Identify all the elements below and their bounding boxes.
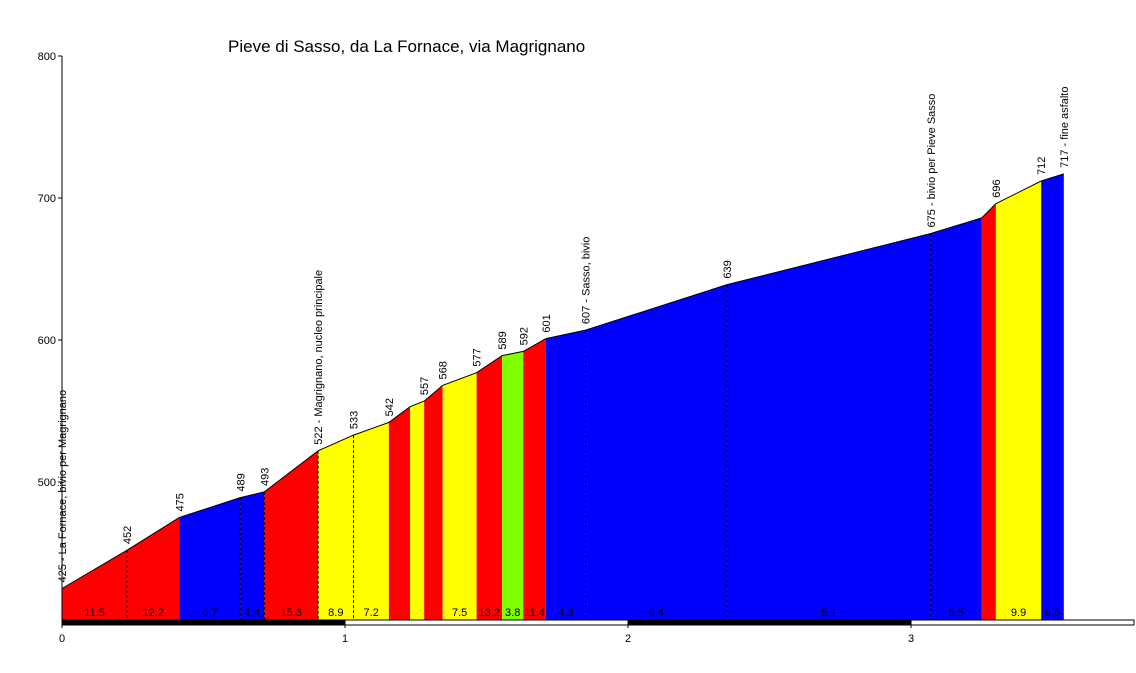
segment-label-20: 6.6 xyxy=(1045,607,1060,619)
segment-label-6: 7.2 xyxy=(364,607,379,619)
segment-label-2: 6.7 xyxy=(202,607,217,619)
profile-segment-11 xyxy=(476,355,503,624)
axes: 500 600 700 800 0 1 2 3 xyxy=(38,51,1135,645)
point-label-14: 607 - Sasso, bivio xyxy=(581,237,593,324)
profile-segment-2 xyxy=(179,497,241,624)
point-label-18: 712 xyxy=(1036,157,1048,175)
point-label-17: 696 xyxy=(991,179,1003,197)
point-label-15: 639 xyxy=(722,260,734,278)
profile-segment-9 xyxy=(424,385,443,624)
point-label-19: 717 - fine asfalto xyxy=(1059,87,1071,168)
segment-label-3: 4.4 xyxy=(245,607,260,619)
point-label-11: 589 xyxy=(497,331,509,349)
profile-segment-19 xyxy=(995,181,1042,624)
profile-segment-16 xyxy=(727,233,931,624)
profile-segment-6 xyxy=(353,422,389,624)
point-label-4: 493 xyxy=(259,468,271,486)
profile-outline xyxy=(61,173,1064,589)
x-scale-bar-3 xyxy=(910,619,1135,626)
profile-segment-7 xyxy=(388,406,411,624)
point-label-3: 489 xyxy=(235,473,247,491)
point-label-12: 592 xyxy=(518,327,530,345)
x-scale-bar-2 xyxy=(627,619,912,626)
segment-label-10: 7.5 xyxy=(452,607,467,619)
point-labels: 425 - La Fornace, bivio per Magrignano 45… xyxy=(57,87,1071,583)
point-label-8: 557 xyxy=(419,377,431,395)
x-tick-label-2: 2 xyxy=(625,633,631,645)
profile-segment-4 xyxy=(264,450,319,624)
y-tick-label-3: 800 xyxy=(38,51,56,63)
y-tick-label-0: 500 xyxy=(38,477,56,489)
point-label-13: 601 xyxy=(541,314,553,332)
segment-gradient-labels: 11.5 12.2 6.7 4.4 15.3 8.9 7.2 7.5 13.2 3.8 11.4 4.… xyxy=(84,607,1060,619)
profile-segment-5 xyxy=(318,435,354,624)
segment-label-1: 12.2 xyxy=(143,607,164,619)
profile-segment-8 xyxy=(410,401,425,624)
segment-label-15: 6.4 xyxy=(649,607,664,619)
x-tick-label-3: 3 xyxy=(908,633,914,645)
segment-label-16: 5.1 xyxy=(821,607,836,619)
segment-label-11: 13.2 xyxy=(479,607,500,619)
point-label-9: 568 xyxy=(438,361,450,379)
y-tick-label-1: 600 xyxy=(38,335,56,347)
x-tick-label-1: 1 xyxy=(342,633,348,645)
point-label-7: 542 xyxy=(384,398,396,416)
profile-segments xyxy=(61,173,1064,624)
x-scale-bar-1 xyxy=(344,619,629,626)
profile-segment-3 xyxy=(240,491,265,624)
point-label-2: 475 xyxy=(174,493,186,511)
segment-label-4: 15.3 xyxy=(281,607,302,619)
profile-segment-1 xyxy=(127,517,180,624)
segment-label-13: 11.4 xyxy=(524,607,545,619)
point-label-10: 577 xyxy=(472,348,484,366)
profile-segment-13 xyxy=(523,338,546,624)
segment-label-14: 4.3 xyxy=(558,607,573,619)
profile-segment-20 xyxy=(1041,173,1064,624)
segment-label-0: 11.5 xyxy=(84,607,105,619)
point-label-0: 425 - La Fornace, bivio per Magrignano xyxy=(57,390,69,583)
segment-label-5: 8.9 xyxy=(328,607,343,619)
point-label-5: 522 - Magrignano, nucleo principale xyxy=(313,270,325,445)
profile-segment-12 xyxy=(502,351,524,624)
segment-label-19: 9.9 xyxy=(1011,607,1026,619)
profile-segment-10 xyxy=(442,372,477,624)
profile-segment-18 xyxy=(981,203,996,624)
x-tick-label-0: 0 xyxy=(59,633,65,645)
profile-segment-14 xyxy=(545,330,586,624)
y-tick-label-2: 700 xyxy=(38,193,56,205)
segment-label-17: 5.5 xyxy=(949,607,964,619)
segment-label-12: 3.8 xyxy=(505,607,520,619)
profile-segment-0 xyxy=(62,550,128,624)
profile-segment-15 xyxy=(585,284,728,624)
dashed-markers xyxy=(126,233,932,624)
profile-segment-17 xyxy=(930,217,982,624)
point-label-16: 675 - bivio per Pieve Sasso xyxy=(926,94,938,228)
point-label-1: 452 xyxy=(122,526,134,544)
point-label-6: 533 xyxy=(348,411,360,429)
x-scale-bar-0 xyxy=(61,619,346,626)
chart-title: Pieve di Sasso, da La Fornace, via Magri… xyxy=(228,37,585,56)
